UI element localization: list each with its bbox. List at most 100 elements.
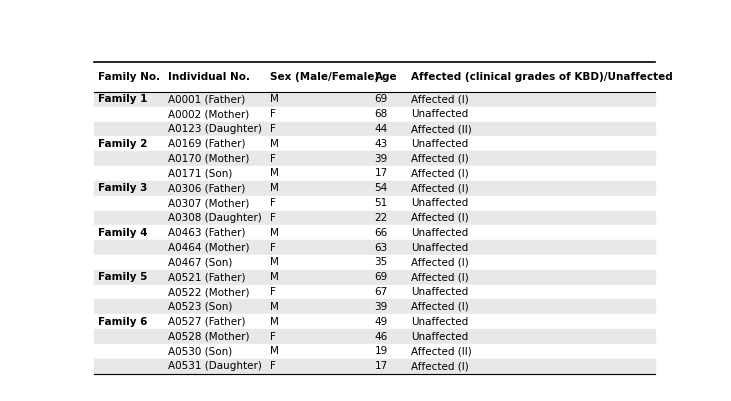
Text: M: M bbox=[270, 139, 279, 149]
Text: 19: 19 bbox=[374, 346, 388, 356]
Text: 44: 44 bbox=[374, 124, 388, 134]
Text: Affected (I): Affected (I) bbox=[412, 361, 469, 371]
Text: 39: 39 bbox=[374, 302, 388, 312]
Bar bbox=[94, 270, 655, 285]
Bar bbox=[94, 151, 655, 166]
Text: 63: 63 bbox=[374, 243, 388, 253]
Text: Sex (Male/Female): Sex (Male/Female) bbox=[270, 72, 379, 82]
Text: Affected (I): Affected (I) bbox=[412, 272, 469, 282]
Text: Unaffected: Unaffected bbox=[412, 243, 469, 253]
Text: Family 6: Family 6 bbox=[98, 317, 148, 327]
Text: F: F bbox=[270, 287, 276, 297]
Bar bbox=[94, 240, 655, 255]
Bar bbox=[94, 107, 655, 122]
Text: Unaffected: Unaffected bbox=[412, 139, 469, 149]
Text: A0169 (Father): A0169 (Father) bbox=[168, 139, 246, 149]
Text: A0464 (Mother): A0464 (Mother) bbox=[168, 243, 249, 253]
Text: M: M bbox=[270, 346, 279, 356]
Text: 54: 54 bbox=[374, 183, 388, 193]
Text: A0528 (Mother): A0528 (Mother) bbox=[168, 332, 249, 342]
Text: F: F bbox=[270, 109, 276, 119]
Text: Affected (II): Affected (II) bbox=[412, 346, 472, 356]
Bar bbox=[94, 359, 655, 374]
Bar bbox=[94, 285, 655, 300]
Text: M: M bbox=[270, 168, 279, 178]
Text: M: M bbox=[270, 183, 279, 193]
Text: A0467 (Son): A0467 (Son) bbox=[168, 257, 232, 267]
Text: 35: 35 bbox=[374, 257, 388, 267]
Text: F: F bbox=[270, 213, 276, 223]
Text: A0521 (Father): A0521 (Father) bbox=[168, 272, 246, 282]
Text: A0523 (Son): A0523 (Son) bbox=[168, 302, 232, 312]
Text: A0171 (Son): A0171 (Son) bbox=[168, 168, 232, 178]
Text: Family 1: Family 1 bbox=[98, 94, 148, 104]
Text: 68: 68 bbox=[374, 109, 388, 119]
Text: 22: 22 bbox=[374, 213, 388, 223]
Bar bbox=[94, 329, 655, 344]
Text: F: F bbox=[270, 198, 276, 208]
Text: Unaffected: Unaffected bbox=[412, 109, 469, 119]
Text: 69: 69 bbox=[374, 272, 388, 282]
Text: F: F bbox=[270, 154, 276, 164]
Text: 46: 46 bbox=[374, 332, 388, 342]
Bar bbox=[94, 300, 655, 314]
Text: A0522 (Mother): A0522 (Mother) bbox=[168, 287, 249, 297]
Bar bbox=[94, 136, 655, 151]
Bar bbox=[94, 255, 655, 270]
Text: Affected (I): Affected (I) bbox=[412, 213, 469, 223]
Bar bbox=[94, 314, 655, 329]
Text: Age: Age bbox=[374, 72, 397, 82]
Text: F: F bbox=[270, 332, 276, 342]
Text: Affected (I): Affected (I) bbox=[412, 168, 469, 178]
Text: Unaffected: Unaffected bbox=[412, 228, 469, 238]
Text: M: M bbox=[270, 257, 279, 267]
Text: Family 3: Family 3 bbox=[98, 183, 148, 193]
Text: Affected (clinical grades of KBD)/Unaffected: Affected (clinical grades of KBD)/Unaffe… bbox=[412, 72, 673, 82]
Text: Family No.: Family No. bbox=[98, 72, 160, 82]
Text: M: M bbox=[270, 272, 279, 282]
Text: M: M bbox=[270, 94, 279, 104]
Text: 66: 66 bbox=[374, 228, 388, 238]
Text: F: F bbox=[270, 124, 276, 134]
Bar bbox=[94, 344, 655, 359]
Text: Unaffected: Unaffected bbox=[412, 317, 469, 327]
Text: A0527 (Father): A0527 (Father) bbox=[168, 317, 246, 327]
Text: Affected (I): Affected (I) bbox=[412, 302, 469, 312]
Text: Affected (II): Affected (II) bbox=[412, 124, 472, 134]
Text: 49: 49 bbox=[374, 317, 388, 327]
Text: Unaffected: Unaffected bbox=[412, 332, 469, 342]
Text: Affected (I): Affected (I) bbox=[412, 257, 469, 267]
Text: A0530 (Son): A0530 (Son) bbox=[168, 346, 232, 356]
Text: 43: 43 bbox=[374, 139, 388, 149]
Text: A0123 (Daughter): A0123 (Daughter) bbox=[168, 124, 262, 134]
Text: 17: 17 bbox=[374, 361, 388, 371]
Text: F: F bbox=[270, 243, 276, 253]
Text: A0306 (Father): A0306 (Father) bbox=[168, 183, 245, 193]
Text: A0170 (Mother): A0170 (Mother) bbox=[168, 154, 249, 164]
Text: 67: 67 bbox=[374, 287, 388, 297]
Text: Individual No.: Individual No. bbox=[168, 72, 250, 82]
Text: A0308 (Daughter): A0308 (Daughter) bbox=[168, 213, 262, 223]
Bar bbox=[94, 211, 655, 225]
Text: 39: 39 bbox=[374, 154, 388, 164]
Text: Family 2: Family 2 bbox=[98, 139, 148, 149]
Text: Family 5: Family 5 bbox=[98, 272, 148, 282]
Text: 69: 69 bbox=[374, 94, 388, 104]
Bar bbox=[94, 181, 655, 196]
Bar bbox=[94, 166, 655, 181]
Text: A0002 (Mother): A0002 (Mother) bbox=[168, 109, 249, 119]
Text: A0531 (Daughter): A0531 (Daughter) bbox=[168, 361, 262, 371]
Text: M: M bbox=[270, 317, 279, 327]
Text: 51: 51 bbox=[374, 198, 388, 208]
Text: A0001 (Father): A0001 (Father) bbox=[168, 94, 245, 104]
Text: F: F bbox=[270, 361, 276, 371]
Text: Family 4: Family 4 bbox=[98, 228, 148, 238]
Bar bbox=[94, 92, 655, 107]
Bar bbox=[94, 225, 655, 240]
Text: Unaffected: Unaffected bbox=[412, 287, 469, 297]
Bar bbox=[94, 196, 655, 211]
Text: Affected (I): Affected (I) bbox=[412, 94, 469, 104]
Text: A0463 (Father): A0463 (Father) bbox=[168, 228, 246, 238]
Text: Affected (I): Affected (I) bbox=[412, 183, 469, 193]
Text: M: M bbox=[270, 228, 279, 238]
